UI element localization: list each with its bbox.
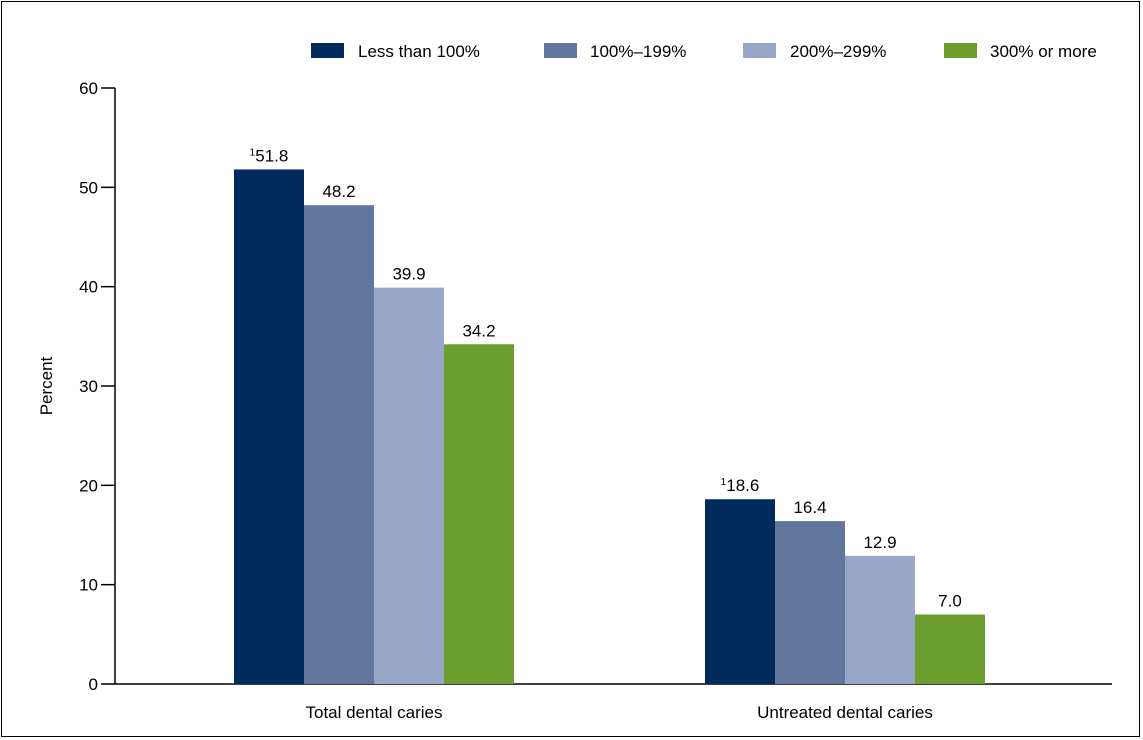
data-label: 34.2 [462,321,495,340]
bar [845,555,915,684]
bar [304,205,374,685]
y-tick-label: 60 [79,79,98,98]
data-label: 151.8 [250,146,289,165]
data-label: 48.2 [322,182,355,201]
legend-swatch [544,43,577,58]
y-tick-label: 0 [89,675,98,694]
bar [775,521,845,684]
y-tick-label: 10 [79,576,98,595]
x-category-label: Untreated dental caries [757,703,933,722]
data-label: 7.0 [938,591,962,610]
bar [705,499,775,684]
y-axis-label: Percent [37,356,56,415]
data-label: 12.9 [863,533,896,552]
data-label: 16.4 [793,498,826,517]
x-category-label: Total dental caries [305,703,442,722]
legend-swatch [944,43,977,58]
bar [374,287,444,684]
legend-label: Less than 100% [358,42,480,61]
bar [234,169,304,684]
data-label: 39.9 [392,265,425,284]
y-tick-label: 30 [79,377,98,396]
y-tick-label: 20 [79,476,98,495]
y-tick-label: 50 [79,178,98,197]
bar [444,344,514,684]
bar [915,614,985,684]
legend-swatch [311,43,344,58]
legend-label: 300% or more [990,42,1097,61]
y-tick-label: 40 [79,278,98,297]
legend-label: 200%–299% [790,42,886,61]
legend-label: 100%–199% [590,42,686,61]
legend-swatch [743,43,776,58]
data-label: 118.6 [721,476,760,495]
